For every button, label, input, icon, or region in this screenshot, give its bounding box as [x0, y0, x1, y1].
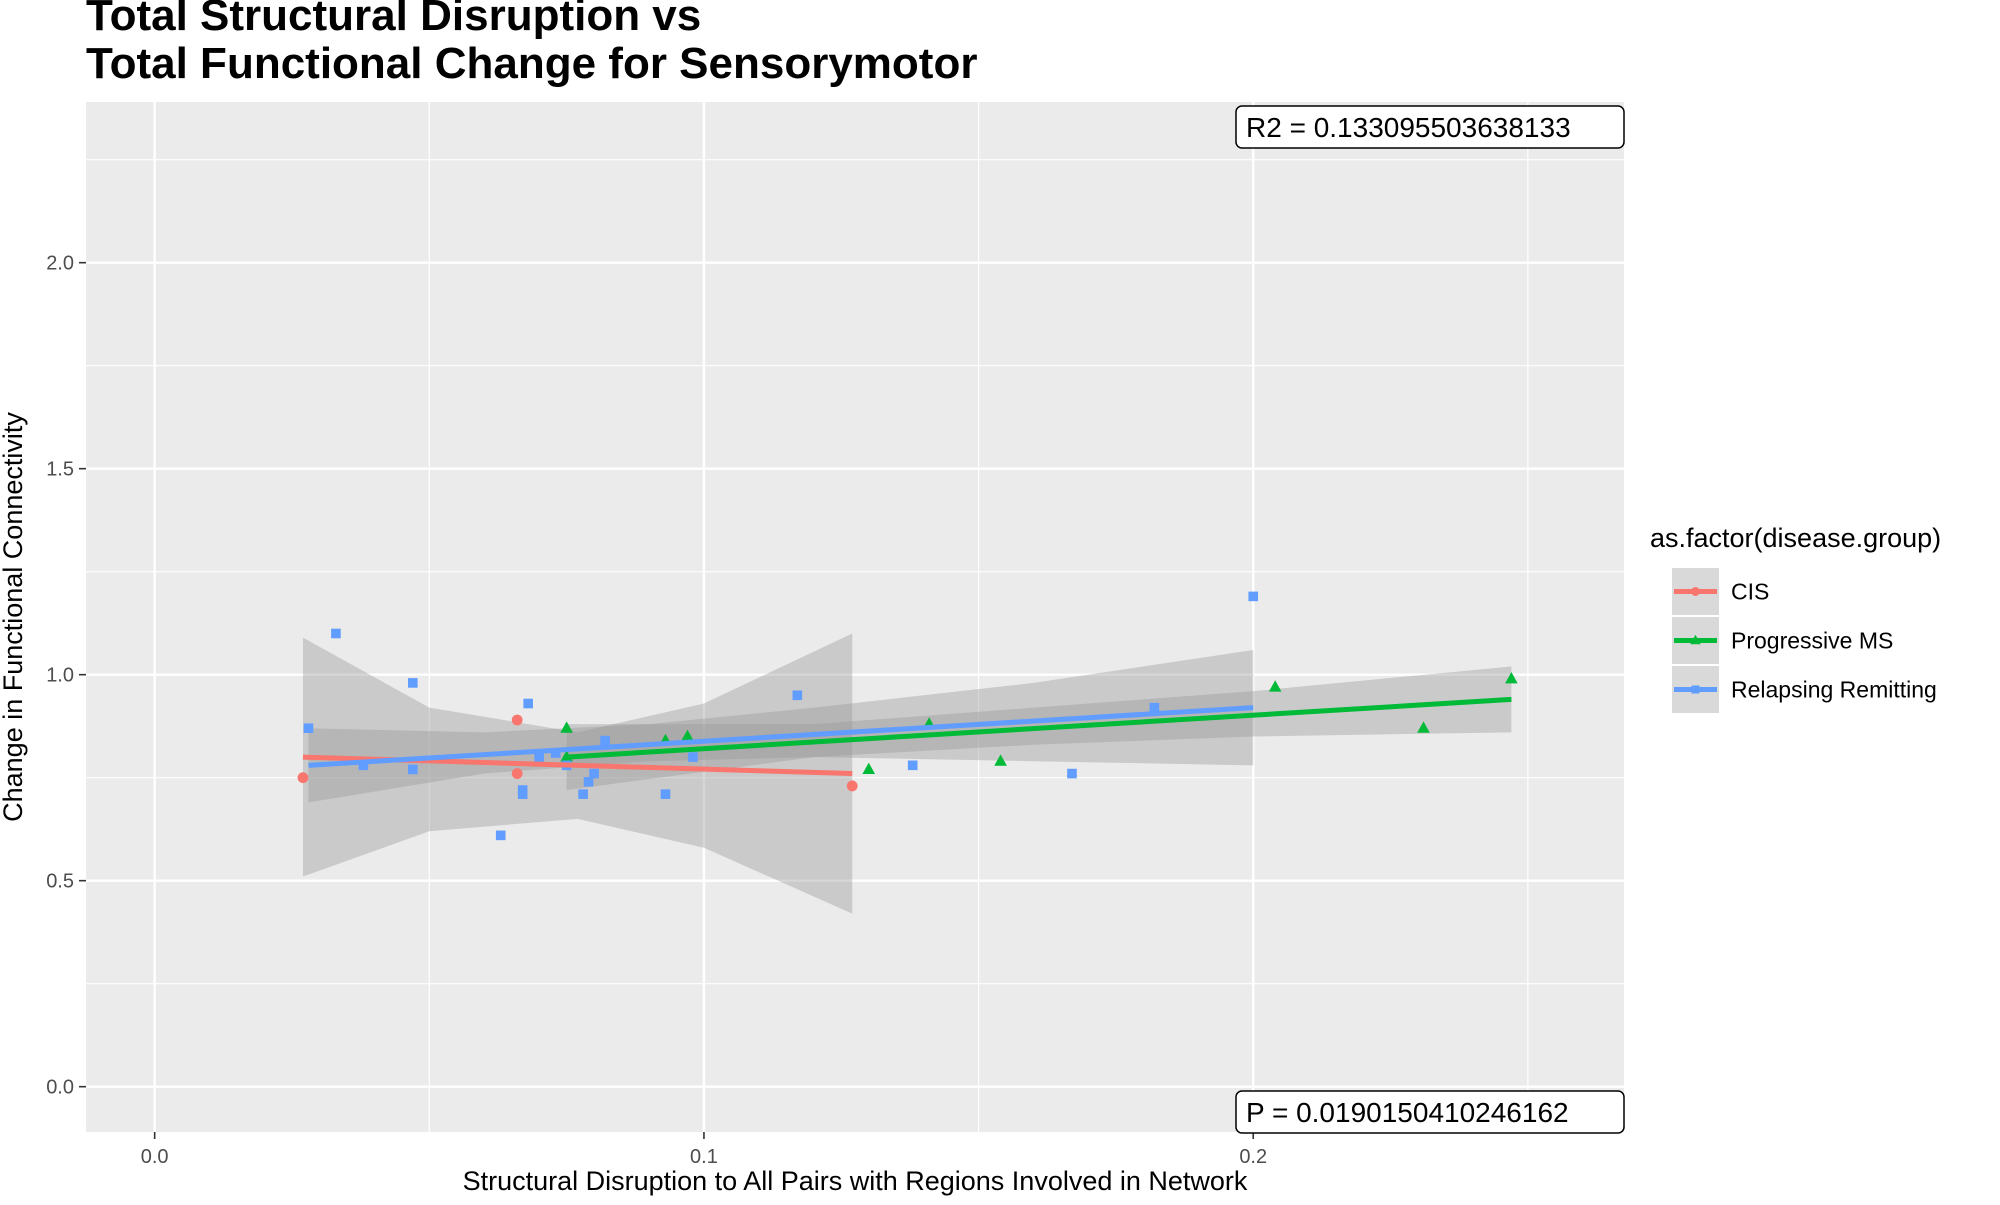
data-point — [862, 762, 876, 774]
y-axis-label: Change in Functional Connectivity — [0, 412, 28, 822]
y-tick-label: 2.0 — [46, 253, 74, 275]
data-point — [583, 777, 594, 787]
confidence-band — [302, 633, 853, 914]
data-point — [681, 729, 694, 742]
data-point — [523, 698, 533, 709]
data-point — [1149, 702, 1160, 713]
p-annotation: P = 0.0190150410246162 — [1235, 1090, 1625, 1134]
data-point — [907, 760, 918, 771]
fit-lines — [302, 696, 1512, 777]
data-point — [792, 690, 803, 701]
data-point — [408, 764, 418, 775]
y-tick-label: 0.0 — [46, 1077, 74, 1099]
x-tick-label: 0.2 — [1239, 1146, 1267, 1168]
data-point — [1268, 680, 1282, 692]
x-tick-label: 0.1 — [690, 1146, 718, 1168]
data-point — [517, 789, 528, 799]
plot-panel — [86, 102, 1624, 1132]
legend-key-marker — [1691, 685, 1700, 694]
data-point — [600, 735, 610, 746]
y-tick-label: 1.5 — [46, 459, 74, 481]
data-point — [495, 830, 506, 841]
data-point — [846, 780, 858, 792]
data-point — [511, 714, 523, 726]
data-point — [534, 752, 544, 762]
legend-label: Relapsing Remitting — [1731, 677, 1937, 703]
data-point — [994, 754, 1007, 766]
grid-layer — [86, 102, 1624, 1132]
data-point — [511, 768, 523, 779]
chart-title-line-1: Total Structural Disruption vs — [86, 0, 701, 40]
chart-title-line-2: Total Functional Change for Sensorymotor — [86, 39, 977, 88]
r2-annotation-text: R2 = 0.133095503638133 — [1246, 112, 1571, 143]
p-annotation-box — [1235, 1090, 1625, 1134]
r2-annotation-box — [1235, 105, 1625, 149]
y-tick-label: 0.5 — [46, 871, 74, 893]
data-points — [297, 591, 1518, 841]
data-point — [1067, 768, 1077, 779]
data-point — [1248, 591, 1259, 602]
data-point — [578, 789, 588, 799]
legend-key-marker — [1690, 634, 1701, 645]
data-point — [1505, 671, 1518, 684]
fit-line — [308, 705, 1254, 768]
fit-line — [566, 696, 1512, 760]
data-point — [560, 721, 573, 733]
data-point — [358, 760, 369, 771]
legend: as.factor(disease.group) CIS Progressive … — [1650, 523, 1941, 713]
data-point — [1417, 721, 1430, 733]
data-point — [589, 768, 599, 779]
legend-key-marker — [1691, 587, 1700, 596]
x-axis-label: Structural Disruption to All Pairs with … — [463, 1166, 1248, 1196]
legend-label: Progressive MS — [1731, 628, 1893, 654]
legend-label: CIS — [1731, 579, 1769, 605]
axis-ticks: 0.0 0.1 0.2 0.0 0.5 1.0 1.5 2.0 — [46, 253, 1267, 1168]
data-point — [297, 772, 309, 784]
data-point — [550, 748, 561, 758]
data-point — [408, 678, 418, 688]
data-point — [688, 752, 698, 762]
data-point — [303, 723, 314, 734]
legend-title: as.factor(disease.group) — [1650, 523, 1941, 553]
data-point — [331, 628, 341, 639]
p-annotation-text: P = 0.0190150410246162 — [1246, 1097, 1569, 1128]
r2-annotation: R2 = 0.133095503638133 — [1235, 105, 1625, 149]
x-tick-label: 0.0 — [141, 1146, 169, 1168]
y-tick-label: 1.0 — [46, 665, 74, 687]
data-point — [660, 789, 671, 799]
